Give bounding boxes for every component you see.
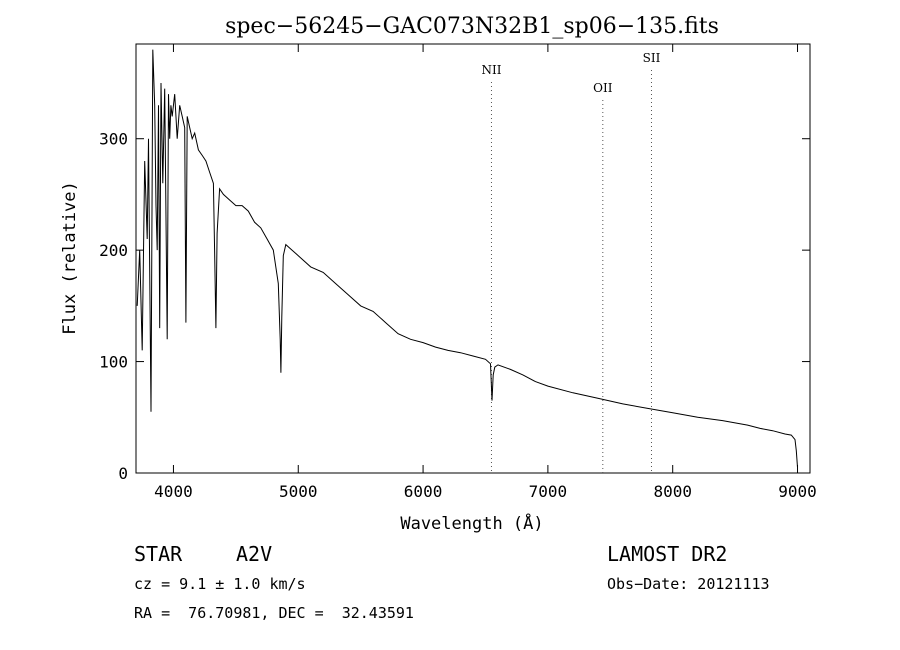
y-tick-label: 0 bbox=[118, 464, 128, 483]
x-axis: 4000 5000 6000 7000 8000 9000 bbox=[154, 44, 817, 501]
y-tick-label: 200 bbox=[99, 241, 128, 260]
spectrum-line bbox=[136, 49, 798, 468]
x-axis-label: Wavelength (Å) bbox=[400, 512, 543, 534]
redshift-label: cz = 9.1 ± 1.0 km/s bbox=[134, 575, 306, 593]
reference-label-oii: OII bbox=[593, 81, 613, 95]
plot-frame bbox=[135, 43, 811, 474]
obs-date-label: Obs−Date: 20121113 bbox=[607, 575, 770, 593]
y-axis-label: Flux (relative) bbox=[60, 181, 80, 335]
reference-label-sii: SII bbox=[643, 51, 661, 65]
x-tick-label: 9000 bbox=[778, 482, 817, 501]
chart-title: spec−56245−GAC073N32B1_sp06−135.fits bbox=[225, 14, 719, 39]
y-tick-label: 300 bbox=[99, 130, 128, 149]
reference-lines: NII OII SII bbox=[481, 51, 661, 473]
object-class: STAR bbox=[134, 542, 183, 566]
x-tick-label: 4000 bbox=[154, 482, 193, 501]
x-tick-label: 8000 bbox=[653, 482, 692, 501]
x-tick-label: 7000 bbox=[529, 482, 568, 501]
y-tick-label: 100 bbox=[99, 353, 128, 372]
y-axis: 0 100 200 300 bbox=[99, 130, 810, 483]
object-subclass: A2V bbox=[236, 542, 273, 566]
survey-label: LAMOST DR2 bbox=[607, 542, 728, 566]
x-tick-label: 5000 bbox=[279, 482, 318, 501]
reference-label-nii: NII bbox=[481, 63, 501, 77]
x-tick-label: 6000 bbox=[404, 482, 443, 501]
coordinates-label: RA = 76.70981, DEC = 32.43591 bbox=[134, 604, 414, 622]
